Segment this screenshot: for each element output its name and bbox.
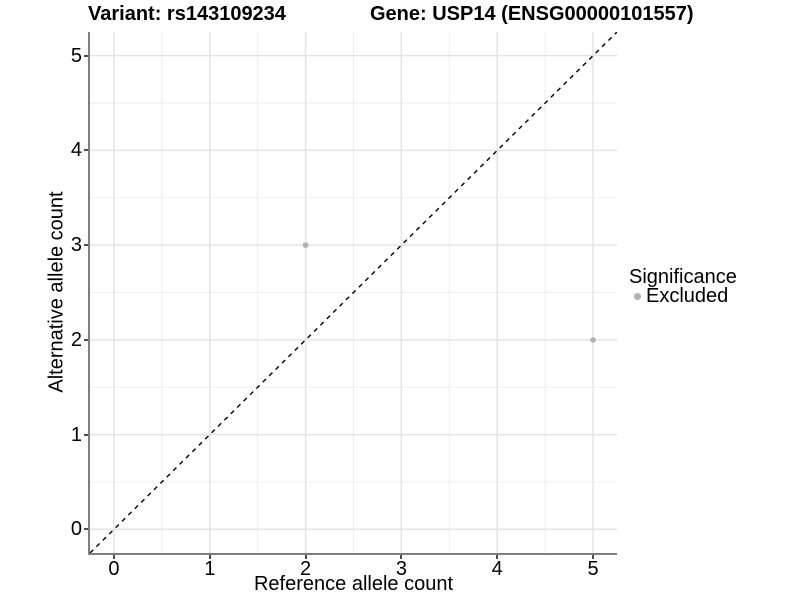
x-tick-label: 4 (491, 558, 503, 580)
x-tick-label: 0 (108, 558, 120, 580)
y-tick-label: 4 (70, 139, 82, 162)
plot-title-variant: Variant: rs143109234 (88, 3, 286, 25)
x-tick-mark (592, 555, 595, 559)
plot-panel (88, 32, 617, 555)
y-tick-mark (84, 54, 88, 57)
x-tick-label: 3 (395, 558, 407, 580)
y-tick-label: 5 (70, 44, 82, 67)
x-tick-mark (496, 555, 499, 559)
y-tick-mark (84, 338, 88, 341)
x-tick-mark (208, 555, 211, 559)
x-tick-label: 2 (300, 558, 312, 580)
y-tick-mark (84, 149, 88, 152)
y-tick-label: 2 (70, 328, 82, 351)
x-axis-title: Reference allele count (253, 573, 453, 595)
y-tick-label: 1 (70, 423, 82, 446)
x-tick-mark (400, 555, 403, 559)
legend-point-icon (634, 293, 641, 300)
y-tick-label: 3 (70, 234, 82, 257)
data-point (590, 337, 596, 343)
x-tick-label: 5 (587, 558, 599, 580)
legend-title: Significance (629, 266, 737, 288)
x-tick-mark (112, 555, 115, 559)
y-axis-title: Alternative allele count (45, 191, 68, 393)
x-tick-mark (304, 555, 307, 559)
y-tick-mark (84, 244, 88, 247)
plot-canvas (90, 32, 617, 553)
data-point (302, 242, 309, 248)
plot-title-gene: Gene: USP14 (ENSG00000101557) (370, 3, 694, 25)
y-tick-mark (84, 433, 88, 436)
legend-item-excluded: Excluded (629, 285, 794, 307)
x-tick-label: 1 (204, 558, 216, 580)
identity-line (90, 32, 617, 553)
legend: Significance Excluded (629, 267, 794, 306)
legend-item-label: Excluded (646, 285, 729, 307)
y-tick-mark (84, 528, 88, 531)
y-tick-label: 0 (70, 518, 82, 541)
